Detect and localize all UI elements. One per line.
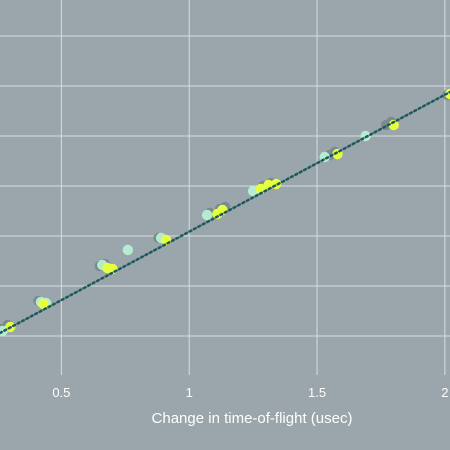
fit-line [0, 90, 450, 335]
x-tick-label-0: 0.5 [52, 385, 70, 400]
x-tick-label-1: 1 [186, 385, 193, 400]
x-tick-label-2: 1.5 [308, 385, 326, 400]
series-1-point-4 [122, 244, 134, 256]
fit-line-layer [0, 90, 450, 335]
x-tick-label-3: 2 [441, 385, 448, 400]
grid [0, 0, 450, 375]
series-1-point-6 [201, 209, 213, 221]
series-2-point-1 [38, 298, 49, 310]
series-2-point-4 [160, 234, 172, 246]
x-tick-labels: 0.5 1 1.5 2 [52, 385, 448, 400]
x-axis-title: Change in time-of-flight (usec) [152, 410, 353, 427]
